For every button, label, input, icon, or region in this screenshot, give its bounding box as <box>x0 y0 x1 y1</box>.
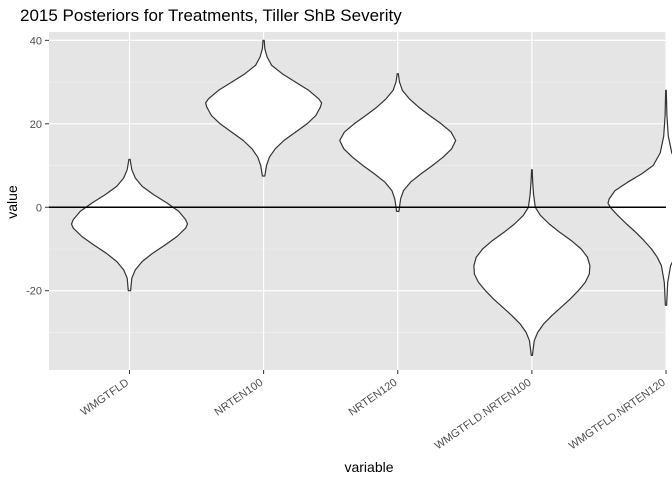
x-tick-label: WMGTFLD <box>79 377 131 419</box>
violin-nrten100 <box>205 39 323 177</box>
x-tick-label: WMGTFLD.NRTEN120 <box>567 377 668 453</box>
plot-panel <box>49 32 672 370</box>
x-tick-label: WMGTFLD.NRTEN100 <box>433 377 534 453</box>
violin-wmgtfld <box>70 158 189 292</box>
y-tick-label: -20 <box>26 286 42 298</box>
violin-nrten120 <box>339 73 457 212</box>
y-tick-label: 0 <box>36 202 42 214</box>
x-axis-title: variable <box>344 459 393 475</box>
chart-title: 2015 Posteriors for Treatments, Tiller S… <box>20 6 402 25</box>
y-tick-label: 20 <box>30 119 42 131</box>
y-tick-label: 40 <box>30 35 42 47</box>
y-axis-title: value <box>4 185 20 219</box>
x-tick-label: NRTEN100 <box>213 377 266 419</box>
violin-wmgtfld-nrten120 <box>607 89 672 306</box>
violin-wmgtfld-nrten100 <box>473 169 591 356</box>
x-tick-label: NRTEN120 <box>347 377 400 419</box>
